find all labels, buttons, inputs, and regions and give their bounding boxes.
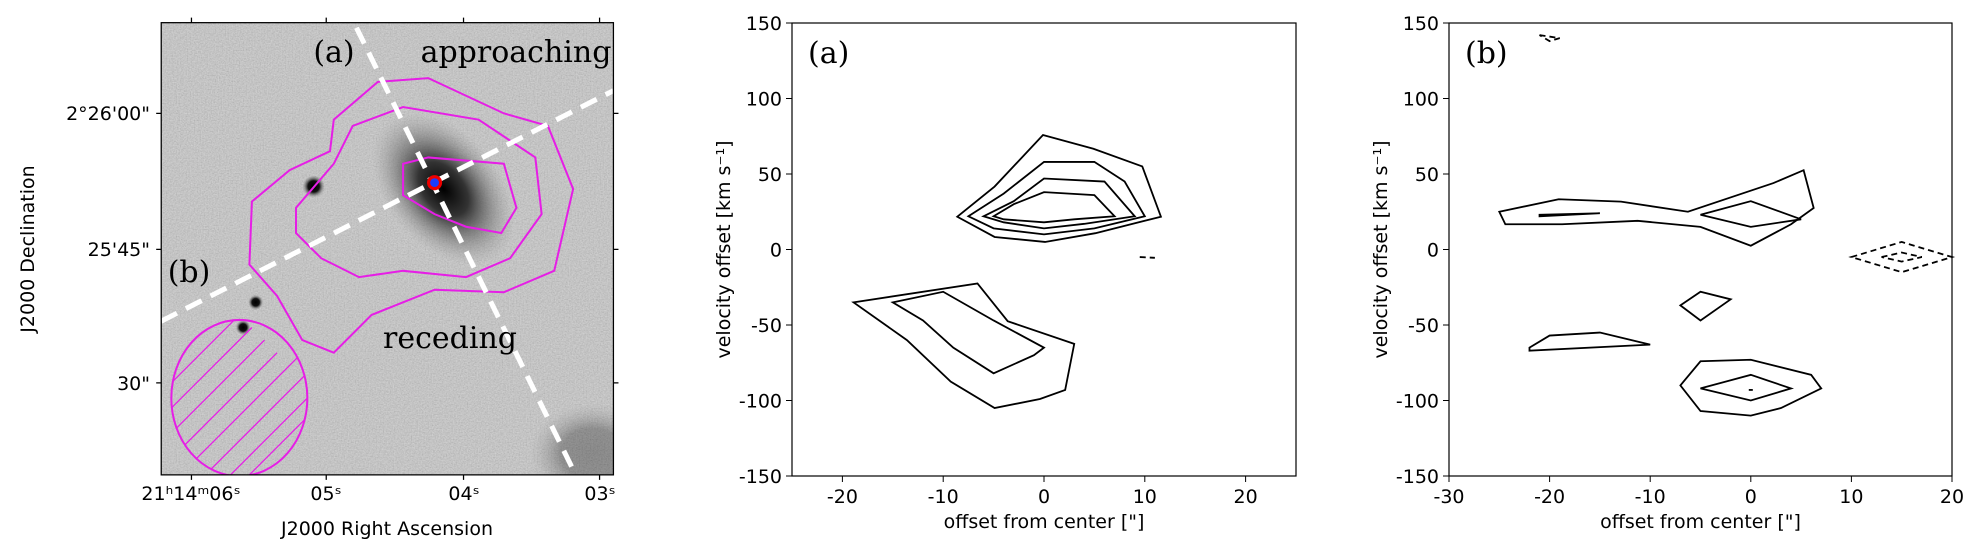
contour-line bbox=[1700, 373, 1795, 402]
x-tick-label: 05ˢ bbox=[310, 483, 341, 505]
y-tick-label: -50 bbox=[751, 315, 782, 337]
y-tick-label: 0 bbox=[770, 240, 782, 262]
contour-line bbox=[1881, 251, 1923, 263]
x-tick-label: -20 bbox=[1534, 486, 1565, 508]
y-tick-label: 25'45" bbox=[88, 239, 150, 261]
y-axis-label: velocity offset [km s⁻¹] bbox=[1370, 140, 1392, 358]
x-axis-label: offset from center ["] bbox=[944, 511, 1145, 533]
x-tick-label: -10 bbox=[928, 486, 959, 508]
center-dot bbox=[430, 178, 439, 188]
annotation: approaching bbox=[421, 35, 612, 70]
panel-label: (b) bbox=[1465, 36, 1508, 71]
star bbox=[235, 319, 251, 336]
contour-line bbox=[966, 161, 1147, 236]
contour-line bbox=[1539, 34, 1560, 43]
x-tick-label: 03ˢ bbox=[584, 483, 615, 505]
contour-line bbox=[890, 290, 1046, 375]
contour-line bbox=[1139, 256, 1155, 259]
y-tick-label: 2°26'00" bbox=[66, 103, 150, 125]
contour-line bbox=[851, 282, 1076, 410]
y-tick-label: -150 bbox=[739, 466, 782, 488]
contour bbox=[294, 106, 543, 279]
y-tick-label: 50 bbox=[1415, 164, 1439, 186]
x-tick-label: 10 bbox=[1133, 486, 1157, 508]
x-tick-label: 20 bbox=[1234, 486, 1258, 508]
x-tick-label: -30 bbox=[1433, 486, 1464, 508]
y-axis-label: velocity offset [km s⁻¹] bbox=[713, 140, 735, 358]
x-tick-label: -10 bbox=[1635, 486, 1666, 508]
panel-label: (a) bbox=[808, 36, 849, 71]
x-tick-label: 0 bbox=[1745, 486, 1757, 508]
x-axis-label: offset from center ["] bbox=[1600, 511, 1801, 533]
x-tick-label: -20 bbox=[827, 486, 858, 508]
y-tick-label: -50 bbox=[1408, 315, 1439, 337]
annotation: (b) bbox=[168, 255, 211, 290]
y-tick-label: 150 bbox=[746, 13, 782, 35]
slit-b bbox=[161, 88, 614, 324]
x-tick-label: 21ʰ14ᵐ06ˢ bbox=[141, 483, 240, 505]
y-tick-label: -150 bbox=[1396, 466, 1439, 488]
y-tick-label: 0 bbox=[1427, 240, 1439, 262]
contour-line bbox=[1678, 290, 1733, 322]
x-tick-label: 20 bbox=[1940, 486, 1964, 508]
contour-line bbox=[981, 177, 1137, 230]
y-tick-label: -100 bbox=[739, 391, 782, 413]
star bbox=[248, 294, 264, 310]
y-axis-label: J2000 Declination bbox=[17, 165, 39, 333]
contour bbox=[402, 156, 518, 235]
annotation: (a) bbox=[313, 35, 354, 70]
x-axis-label: J2000 Right Ascension bbox=[280, 518, 493, 540]
contour bbox=[248, 77, 575, 354]
x-tick-label: 10 bbox=[1839, 486, 1863, 508]
glow bbox=[529, 403, 614, 475]
y-tick-label: 100 bbox=[746, 89, 782, 111]
contour-line bbox=[1528, 331, 1651, 352]
contour-line bbox=[1538, 212, 1600, 218]
y-tick-label: 50 bbox=[758, 164, 782, 186]
contour-line bbox=[1679, 358, 1823, 417]
axes-frame bbox=[1448, 22, 1953, 477]
contour-line bbox=[1700, 200, 1802, 228]
tick bbox=[156, 17, 619, 480]
contour-line bbox=[1497, 168, 1815, 247]
y-tick-label: -100 bbox=[1396, 391, 1439, 413]
sky-image-panel bbox=[156, 17, 619, 480]
tick-marks bbox=[156, 17, 619, 480]
y-tick-label: 150 bbox=[1403, 13, 1439, 35]
axes-frame bbox=[791, 22, 1297, 477]
contour-line bbox=[1848, 241, 1956, 274]
contour-line bbox=[955, 134, 1163, 243]
image-noise bbox=[161, 22, 614, 475]
galaxy bbox=[371, 112, 515, 266]
y-tick-label: 100 bbox=[1403, 89, 1439, 111]
contour-line bbox=[991, 191, 1117, 224]
annotation: receding bbox=[383, 321, 517, 356]
x-tick-label: 04ˢ bbox=[448, 483, 479, 505]
x-tick-label: 0 bbox=[1038, 486, 1050, 508]
y-tick-label: 30" bbox=[117, 373, 150, 395]
